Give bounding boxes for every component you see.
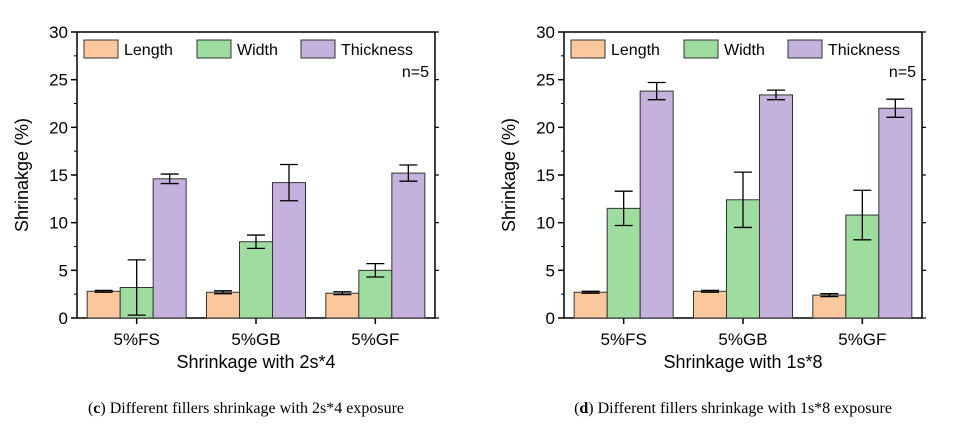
bar-thickness [878, 107, 913, 319]
x-axis-title: Shrinkage with 2s*4 [176, 352, 335, 372]
y-axis-title: Shrinkage (%) [499, 118, 519, 232]
bar-thickness [759, 94, 793, 319]
y-tick-label: 20 [536, 118, 555, 137]
x-tick-label: 5%GB [718, 330, 767, 349]
caption-panel-letter: d [579, 400, 588, 417]
y-tick-label: 20 [49, 118, 68, 137]
legend-swatch-width [196, 39, 232, 59]
y-tick-label: 0 [546, 309, 555, 328]
sample-size-annotation: n=5 [889, 64, 916, 81]
y-tick-label: 25 [536, 71, 555, 90]
x-tick-label: 5%FS [114, 330, 160, 349]
legend-swatch-width [683, 39, 719, 59]
y-tick-label: 10 [536, 214, 555, 233]
x-tick-label: 5%GB [231, 330, 280, 349]
chart-panel-c: 0 5 10 15 20 25 30 5%FS 5%GB 5%GF Length Width Thick… [12, 23, 439, 417]
caption-panel-letter: c [93, 400, 100, 417]
legend-swatch-thickness [300, 39, 336, 59]
y-tick-label: 15 [536, 166, 555, 185]
bar-thickness [639, 90, 674, 319]
legend-label-width: Width [237, 42, 278, 59]
y-tick-label: 5 [59, 261, 68, 280]
bar-thickness [152, 178, 187, 319]
y-axis-title: Shrinakge (%) [12, 118, 32, 232]
x-tick-label: 5%FS [601, 330, 647, 349]
bar-length [325, 292, 360, 319]
x-tick-label: 5%GF [838, 330, 886, 349]
legend-label-width: Width [724, 42, 765, 59]
bar-thickness [391, 172, 426, 319]
caption-text: Different fillers shrinkage with 1s*8 ex… [598, 400, 892, 417]
y-tick-label: 30 [49, 23, 68, 42]
legend-label-length: Length [124, 42, 173, 59]
y-tick-label: 10 [49, 214, 68, 233]
legend-label-thickness: Thickness [828, 42, 900, 59]
legend-swatch-length [570, 39, 606, 59]
legend-swatch-length [83, 39, 119, 59]
bar-length [206, 291, 240, 319]
bar-length [693, 290, 727, 319]
legend-label-thickness: Thickness [341, 42, 413, 59]
y-tick-label: 15 [49, 166, 68, 185]
y-tick-label: 5 [546, 261, 555, 280]
figure-caption: (d) Different fillers shrinkage with 1s*… [574, 400, 892, 417]
y-tick-label: 25 [49, 71, 68, 90]
bar-length [812, 294, 847, 319]
figure-caption: (c) Different fillers shrinkage with 2s*… [88, 400, 404, 417]
chart-panel-d: 0 5 10 15 20 25 30 5%FS 5%GB 5%GF Length Width Thick… [499, 23, 926, 417]
caption-text: Different fillers shrinkage with 2s*4 ex… [110, 400, 404, 417]
x-axis-title: Shrinkage with 1s*8 [663, 352, 822, 372]
y-tick-label: 0 [59, 309, 68, 328]
x-tick-label: 5%GF [351, 330, 399, 349]
y-tick-label: 30 [536, 23, 555, 42]
legend-swatch-thickness [787, 39, 823, 59]
bar-thickness [272, 182, 306, 319]
legend-label-length: Length [611, 42, 660, 59]
bar-length [86, 290, 121, 319]
bar-length [573, 291, 608, 319]
bar-width [239, 241, 273, 319]
sample-size-annotation: n=5 [402, 64, 429, 81]
